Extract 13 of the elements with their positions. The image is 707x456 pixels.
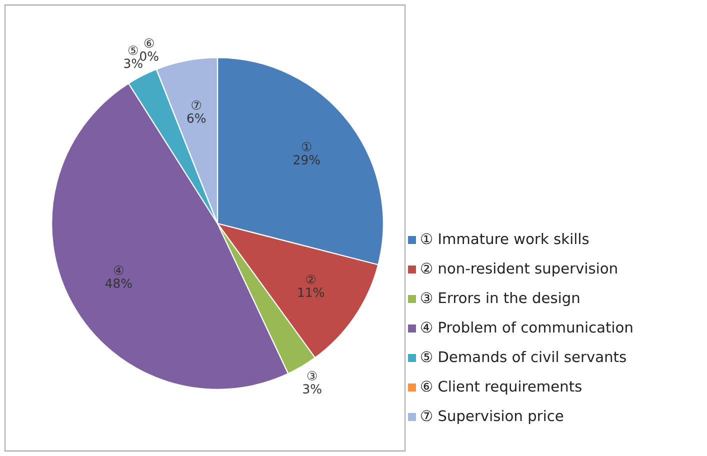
legend-label: ⑤ Demands of civil servants (421, 350, 626, 362)
legend-label: ⑥ Client requirements (421, 380, 582, 395)
legend-label: ① Immature work skills (421, 232, 589, 244)
text: ⑥ 0% (140, 38, 158, 61)
legend-label: ② non-resident supervision (421, 262, 617, 277)
legend-label: ③ Errors in the design (421, 292, 580, 306)
legend-label: ⑦ Supervision price (421, 410, 564, 424)
data-label: ① 29% (294, 142, 320, 165)
data-label: ③ 3% (303, 371, 322, 394)
data-label: ② 11% (298, 274, 324, 298)
legend-label: ④ Problem of communication (421, 321, 632, 333)
data-label: ④ 48% (105, 266, 132, 288)
data-label: ⑦ 6% (187, 100, 206, 123)
